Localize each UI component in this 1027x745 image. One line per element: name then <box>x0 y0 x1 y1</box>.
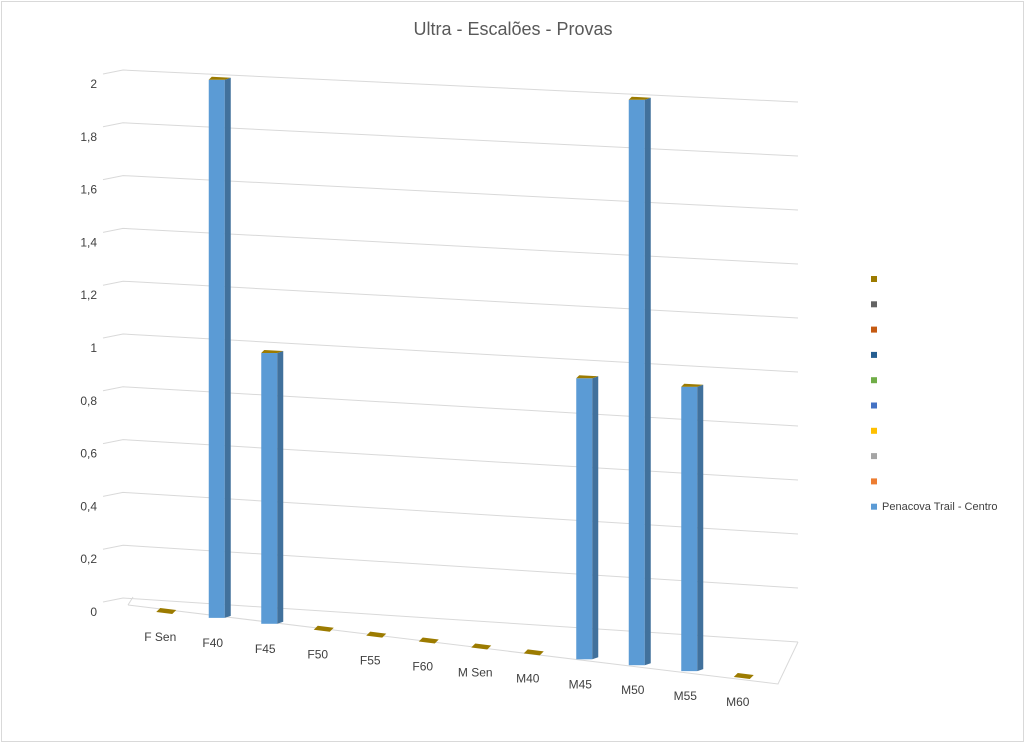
legend-swatch <box>871 377 877 384</box>
y-tick-label: 0 <box>90 605 97 619</box>
gridline <box>102 122 799 157</box>
y-tick-label: 0,6 <box>80 447 97 461</box>
chart-title: Ultra - Escalões - Provas <box>413 19 612 39</box>
bar-zero-marker <box>156 607 177 614</box>
x-tick-label: F40 <box>202 636 223 650</box>
gridline <box>102 597 799 643</box>
gridline <box>102 386 799 427</box>
x-tick-label: F45 <box>255 642 276 656</box>
legend: Penacova Trail - Centro <box>871 276 998 513</box>
y-tick-label: 1,4 <box>80 235 97 249</box>
gridline <box>102 333 799 373</box>
bar-side <box>592 376 599 660</box>
legend-swatch <box>871 503 877 510</box>
legend-swatch <box>871 478 877 485</box>
x-tick-label: M40 <box>516 671 540 685</box>
x-tick-label: M45 <box>569 677 593 691</box>
gridlines <box>102 69 799 685</box>
bar <box>261 353 278 624</box>
bar-cap <box>576 375 599 379</box>
bar-zero-marker <box>313 625 334 632</box>
bar-cap <box>208 76 231 80</box>
bar-zero-marker <box>523 649 544 656</box>
legend-swatch <box>871 402 877 409</box>
bar-side <box>224 77 231 618</box>
floor-edge <box>127 604 799 685</box>
gridline <box>102 439 799 481</box>
bar-zero-marker <box>471 643 492 650</box>
x-tick-label: F50 <box>307 648 328 662</box>
gridline <box>102 227 799 265</box>
bar <box>681 386 698 672</box>
bar-zero-marker <box>418 637 439 644</box>
x-tick-label: M55 <box>674 689 698 703</box>
gridline <box>102 69 799 103</box>
bar-cap <box>628 96 651 100</box>
x-tick-label: M Sen <box>458 665 493 679</box>
legend-swatch <box>871 351 877 358</box>
x-tick-label: M50 <box>621 683 645 697</box>
x-tick-label: F55 <box>360 654 381 668</box>
y-tick-label: 2 <box>90 77 97 91</box>
gridline <box>102 280 799 319</box>
bar <box>576 378 593 660</box>
y-tick-label: 0,4 <box>80 499 97 513</box>
legend-label: Penacova Trail - Centro <box>882 501 998 513</box>
y-tick-label: 1 <box>90 341 97 355</box>
bar-zero-marker <box>366 631 387 638</box>
x-tick-label: F60 <box>412 660 433 674</box>
legend-swatch <box>871 453 877 460</box>
bars <box>156 76 754 680</box>
bar <box>208 79 225 618</box>
legend-swatch <box>871 326 877 333</box>
bar-side <box>697 384 704 672</box>
legend-swatch <box>871 427 877 434</box>
floor-edge <box>127 596 134 606</box>
x-axis-ticks: F Sen F40 F45 F50 F55 F60 M Sen M40 M45 M50 M55 M60 <box>144 630 750 709</box>
x-tick-label: F Sen <box>144 630 176 644</box>
bar <box>628 99 645 666</box>
y-tick-label: 1,6 <box>80 183 97 197</box>
y-tick-label: 1,2 <box>80 288 97 302</box>
x-tick-label: M60 <box>726 695 750 709</box>
y-tick-label: 0,8 <box>80 394 97 408</box>
bar-zero-marker <box>733 673 754 680</box>
gridline <box>102 544 799 589</box>
bar-side <box>644 97 651 666</box>
bar-cap <box>681 383 704 387</box>
y-tick-label: 0,2 <box>80 552 97 566</box>
gridline <box>102 175 799 211</box>
y-axis-ticks: 0 0,2 0,4 0,6 0,8 1 1,2 1,4 1,6 1,8 2 <box>80 77 97 619</box>
bar-side <box>277 351 284 624</box>
gridline <box>102 491 799 535</box>
legend-swatch <box>871 301 877 308</box>
legend-swatch <box>871 276 877 282</box>
bar-cap <box>261 350 284 354</box>
y-tick-label: 1,8 <box>80 130 97 144</box>
